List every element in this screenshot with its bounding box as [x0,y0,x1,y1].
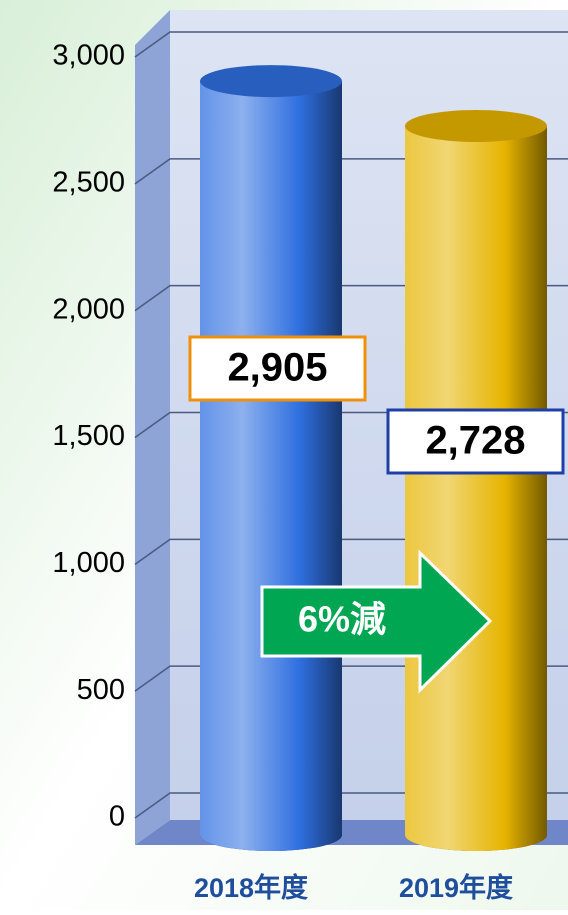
value-label-box [188,335,367,402]
bar-bottom-front [200,819,342,851]
value-label: 2,905 [227,346,327,390]
value-label: 2,728 [425,419,525,463]
bar [200,81,342,836]
grid-line [134,31,568,58]
x-tick-label: 2019年度 [399,872,513,903]
bar-bottom-front [405,819,547,851]
value-label-box [386,408,565,475]
y-tick-label: 500 [77,674,125,706]
bar-top [405,109,547,142]
side-wall [135,10,170,845]
arrow [260,549,493,694]
annotation: 6%減 [298,599,386,640]
y-tick-label: 0 [109,801,125,833]
y-tick-label: 3,000 [52,40,125,72]
bar [405,125,547,836]
y-tick-label: 1,500 [52,420,125,452]
bar-top [200,65,342,98]
y-tick-label: 2,500 [52,166,125,198]
y-tick-label: 2,000 [52,293,125,325]
x-tick-label: 2018年度 [194,872,308,903]
y-tick-label: 1,000 [52,547,125,579]
